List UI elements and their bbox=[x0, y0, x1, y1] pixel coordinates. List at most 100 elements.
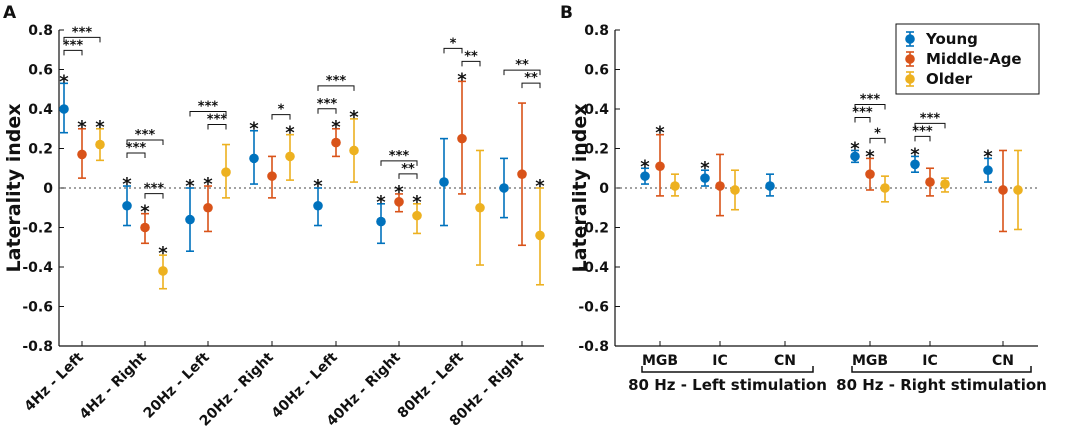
data-point bbox=[700, 173, 710, 183]
comparison-label: *** bbox=[860, 92, 881, 107]
data-point bbox=[850, 151, 860, 162]
y-tick-label: -0.4 bbox=[22, 260, 53, 276]
comparison-bracket bbox=[317, 108, 337, 114]
data-point bbox=[998, 185, 1008, 195]
data-point bbox=[880, 183, 890, 193]
significance-star: * bbox=[850, 138, 860, 159]
data-point bbox=[331, 137, 341, 148]
group-label: 80 Hz - Left stimulation bbox=[628, 376, 827, 394]
y-tick-label: -0.6 bbox=[578, 300, 609, 316]
comparison-label: *** bbox=[72, 25, 93, 40]
comparison-bracket bbox=[126, 139, 164, 146]
data-point bbox=[730, 185, 740, 195]
data-point bbox=[983, 165, 993, 176]
comparison-label: ** bbox=[464, 49, 478, 64]
y-tick-label: -0.2 bbox=[22, 221, 53, 237]
panel-b-plot: 0.8 0.6 0.4 0.2 0 -0.2 -0.4 -0.6 -0.8 MGB IC CN MGB I… bbox=[578, 23, 1046, 394]
legend-marker bbox=[905, 34, 915, 44]
data-point bbox=[267, 171, 277, 181]
panel-a-label: A bbox=[3, 3, 17, 23]
panel-b-y-axis-label: Laterality index bbox=[569, 104, 591, 273]
x-category-label: MGB bbox=[642, 353, 678, 369]
data-point bbox=[285, 151, 295, 162]
data-point bbox=[77, 149, 87, 160]
comparison-bracket bbox=[869, 137, 886, 144]
significance-star: * bbox=[203, 174, 213, 195]
comparison-label: *** bbox=[126, 141, 147, 156]
legend-entry: Young bbox=[925, 30, 978, 48]
comparison-label: *** bbox=[912, 124, 933, 139]
x-category-label: IC bbox=[712, 353, 727, 369]
significance-star: * bbox=[394, 182, 404, 203]
data-point bbox=[925, 177, 935, 187]
y-tick-label: 0.4 bbox=[584, 102, 609, 118]
comparison-bracket bbox=[854, 103, 886, 110]
data-point bbox=[203, 202, 213, 213]
data-point bbox=[475, 202, 485, 213]
significance-star: * bbox=[640, 156, 650, 177]
x-category-label: IC bbox=[922, 353, 937, 369]
y-tick-label: -0.8 bbox=[578, 339, 609, 355]
comparison-bracket bbox=[63, 49, 83, 56]
significance-star: * bbox=[313, 176, 323, 197]
significance-star: * bbox=[95, 117, 105, 138]
y-tick-label: 0.6 bbox=[28, 63, 53, 79]
data-point bbox=[439, 177, 449, 187]
comparison-label: *** bbox=[198, 100, 219, 115]
panel-b-label: B bbox=[560, 3, 573, 23]
y-tick-label: -0.8 bbox=[22, 339, 53, 355]
data-point bbox=[158, 266, 168, 276]
significance-star: * bbox=[331, 117, 341, 138]
significance-star: * bbox=[457, 69, 467, 90]
y-tick-label: 0.2 bbox=[28, 142, 53, 158]
data-point bbox=[249, 153, 259, 164]
group-label: 80 Hz - Right stimulation bbox=[836, 376, 1047, 394]
data-point bbox=[59, 104, 69, 114]
data-point bbox=[715, 181, 725, 191]
data-point bbox=[457, 133, 467, 144]
x-category-label: CN bbox=[774, 353, 796, 369]
data-point bbox=[670, 181, 680, 191]
significance-star: * bbox=[140, 202, 150, 223]
comparison-label: *** bbox=[389, 149, 410, 164]
panel-a-y-axis-label: Laterality index bbox=[3, 104, 25, 273]
data-point bbox=[1013, 185, 1023, 195]
data-point bbox=[535, 230, 545, 241]
comparison-label: *** bbox=[920, 111, 941, 126]
comparison-label: *** bbox=[317, 97, 338, 112]
data-point bbox=[412, 210, 422, 221]
data-point bbox=[517, 169, 527, 179]
comparison-bracket bbox=[207, 124, 227, 130]
panel-b: B Laterality index bbox=[560, 3, 591, 272]
data-point bbox=[221, 167, 231, 177]
data-point bbox=[140, 222, 150, 233]
significance-star: * bbox=[185, 176, 195, 197]
significance-star: * bbox=[535, 176, 545, 197]
comparison-label: * bbox=[278, 103, 285, 118]
comparison-label: *** bbox=[852, 105, 873, 120]
significance-star: * bbox=[249, 119, 259, 140]
y-tick-label: 0.6 bbox=[584, 63, 609, 79]
x-category-label: 4Hz - Right bbox=[77, 349, 150, 422]
significance-star: * bbox=[122, 174, 132, 195]
comparison-label: *** bbox=[63, 38, 84, 53]
data-point bbox=[185, 214, 195, 225]
comparison-bracket bbox=[126, 152, 146, 159]
data-point bbox=[499, 183, 509, 193]
data-point bbox=[349, 145, 359, 156]
legend-marker bbox=[905, 54, 915, 64]
significance-star: * bbox=[910, 144, 920, 165]
data-point bbox=[394, 197, 404, 207]
legend-entry: Older bbox=[926, 70, 973, 88]
comparison-label: ** bbox=[401, 162, 415, 177]
comparison-bracket bbox=[398, 173, 418, 179]
x-category-label: CN bbox=[992, 353, 1014, 369]
comparison-bracket bbox=[461, 60, 481, 67]
comparison-label: ** bbox=[515, 58, 529, 73]
comparison-bracket bbox=[317, 85, 355, 91]
y-tick-label: 0.8 bbox=[584, 23, 609, 39]
data-point bbox=[940, 179, 950, 189]
legend-box bbox=[895, 23, 1040, 95]
y-tick-label: 0 bbox=[599, 181, 609, 197]
